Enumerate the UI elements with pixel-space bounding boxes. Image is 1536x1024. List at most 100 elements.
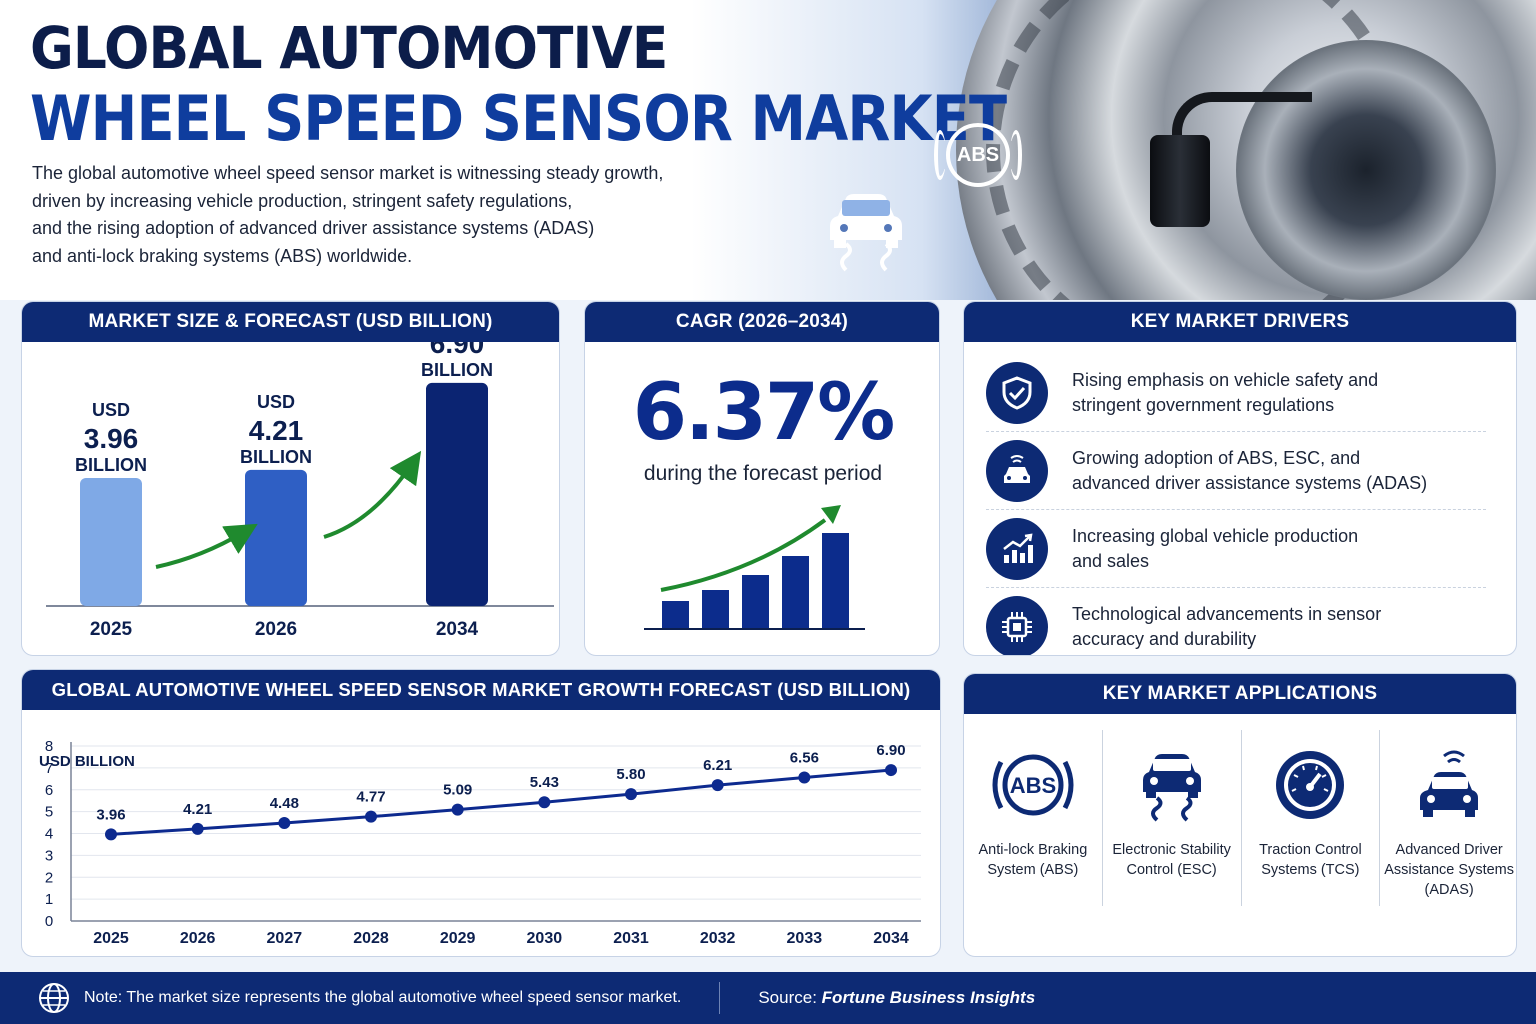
growth-chart-icon (986, 517, 1048, 580)
series-line (110, 768, 892, 836)
application-label: Anti-lock Braking (978, 842, 1088, 858)
growth-forecast-title: GLOBAL AUTOMOTIVE WHEEL SPEED SENSOR MAR… (22, 670, 940, 710)
growth-arrow-icon (323, 450, 422, 539)
driver-item: Growing adoption of ABS, ESC, and advance… (986, 432, 1486, 510)
market-bar (80, 477, 142, 606)
data-point (278, 817, 291, 829)
cagr-arrow-head-icon (821, 505, 841, 524)
x-tick-label: 2025 (93, 930, 129, 947)
x-tick-label: 2029 (440, 930, 476, 947)
application-label: Traction Control (1259, 842, 1362, 858)
data-point (625, 788, 637, 801)
market-bar-prefix: USD (92, 400, 130, 420)
x-tick-label: 2032 (700, 930, 736, 947)
cagr-arrow-line (660, 518, 827, 592)
application-label: Control (ESC) (1126, 862, 1217, 878)
application-label: Electronic Stability (1112, 842, 1231, 858)
cagr-caption: during the forecast period (643, 462, 883, 485)
cagr-growth-bar (702, 590, 729, 628)
x-tick-label: 2031 (613, 930, 649, 947)
growth-forecast-panel: GLOBAL AUTOMOTIVE WHEEL SPEED SENSOR MAR… (21, 669, 941, 957)
footer-source: Source: Fortune Business Insights (758, 988, 1035, 1008)
intro-text: The global automotive wheel speed sensor… (32, 160, 752, 270)
data-label: 6.21 (703, 757, 732, 774)
intro-line: and the rising adoption of advanced driv… (32, 218, 595, 238)
driver-item: Technological advancements in sensor accu… (986, 588, 1486, 655)
drivers-list: Rising emphasis on vehicle safety and str… (986, 354, 1486, 655)
footer-note: Note: The market size represents the glo… (84, 989, 682, 1006)
data-point (451, 803, 464, 816)
abs-icon: ABS (992, 754, 1074, 816)
data-point (885, 764, 897, 777)
driver-text: and sales (1072, 550, 1150, 571)
data-point (105, 828, 117, 841)
growth-line-chart: USD BILLION 0 1 2 3 4 5 6 7 8 3.96 4.21 4.48 4.77 5.09… (39, 738, 921, 947)
market-bar-suffix: BILLION (240, 447, 312, 467)
title-line1: GLOBAL AUTOMOTIVE (30, 14, 668, 82)
x-tick-label: 2033 (787, 930, 823, 947)
market-bar-value: 4.21 (249, 415, 304, 446)
cagr-growth-icon (644, 505, 865, 630)
source-name: Fortune Business Insights (821, 988, 1036, 1007)
data-label: 4.77 (356, 789, 385, 806)
market-bar-year: 2026 (255, 619, 297, 640)
data-label: 5.09 (443, 782, 472, 799)
applications-panel: KEY MARKET APPLICATIONS ABS Anti-lock Br… (963, 673, 1517, 957)
speedometer-icon (1276, 751, 1345, 819)
market-bar-suffix: BILLION (75, 455, 147, 475)
cagr-growth-bar (742, 575, 769, 628)
y-axis-label: USD BILLION (39, 753, 135, 770)
y-tick-label: 0 (45, 913, 53, 930)
data-label: 5.80 (616, 766, 645, 783)
sensor-body (1150, 135, 1210, 227)
intro-line: The global automotive wheel speed sensor… (32, 163, 664, 183)
driver-text: accuracy and durability (1072, 629, 1257, 649)
data-label: 3.96 (96, 806, 125, 823)
data-label: 4.21 (183, 801, 212, 818)
market-bar (245, 469, 307, 606)
cagr-growth-bar (782, 556, 809, 628)
data-point (191, 822, 204, 835)
sensor-cable (1172, 92, 1312, 152)
driver-text: Increasing global vehicle production (1072, 525, 1359, 546)
shield-check-icon (986, 361, 1048, 424)
y-tick-label: 8 (45, 738, 53, 755)
market-size-chart: USD3.96BILLION2025USD4.21BILLION2026USD6… (46, 305, 554, 640)
market-bar-value: 6.90 (430, 342, 485, 359)
driver-text: Technological advancements in sensor (1072, 604, 1382, 624)
skid-car-icon (830, 194, 902, 272)
market-size-panel: MARKET SIZE & FORECAST (USD BILLION) USD… (21, 301, 560, 656)
data-point (798, 771, 811, 784)
driver-text: Growing adoption of ABS, ESC, and (1072, 447, 1361, 468)
application-label: Advanced Driver (1395, 842, 1503, 858)
intro-line: and anti-lock braking systems (ABS) worl… (32, 245, 413, 266)
application-label: Assistance Systems (1384, 862, 1514, 878)
application-label: (ADAS) (1424, 882, 1474, 898)
cagr-panel: CAGR (2026–2034) 6.37% during the foreca… (584, 301, 940, 656)
data-point (538, 796, 551, 809)
driver-item: Rising emphasis on vehicle safety and str… (986, 354, 1486, 432)
hero-banner: GLOBAL AUTOMOTIVE WHEEL SPEED SENSOR MAR… (0, 0, 1536, 300)
adas-car-icon (1420, 750, 1479, 817)
data-point (365, 810, 377, 823)
driver-text: Rising emphasis on vehicle safety and (1072, 369, 1379, 390)
data-label: 4.48 (270, 795, 299, 812)
application-item: Electronic Stability Control (ESC) (1103, 730, 1242, 906)
data-label: 6.90 (876, 742, 905, 759)
title-line2: WHEEL SPEED SENSOR MARKET (30, 82, 1007, 155)
cagr-value: 6.37% (632, 368, 896, 458)
globe-icon (39, 983, 69, 1013)
footer: Note: The market size represents the glo… (0, 972, 1536, 1024)
chip-icon (986, 596, 1048, 655)
growth-arrow-icon (155, 523, 258, 569)
driver-item: Increasing global vehicle production and … (986, 510, 1486, 588)
y-tick-label: 2 (45, 869, 53, 886)
market-size-title: MARKET SIZE & FORECAST (USD BILLION) (22, 302, 559, 342)
cagr-growth-bar (662, 601, 689, 628)
cagr-title: CAGR (2026–2034) (585, 302, 939, 342)
driver-text: stringent government regulations (1072, 394, 1335, 415)
esc-icon (1142, 754, 1201, 822)
y-tick-label: 4 (45, 826, 53, 843)
wheel-hub (1236, 40, 1496, 300)
x-tick-label: 2028 (353, 930, 389, 947)
